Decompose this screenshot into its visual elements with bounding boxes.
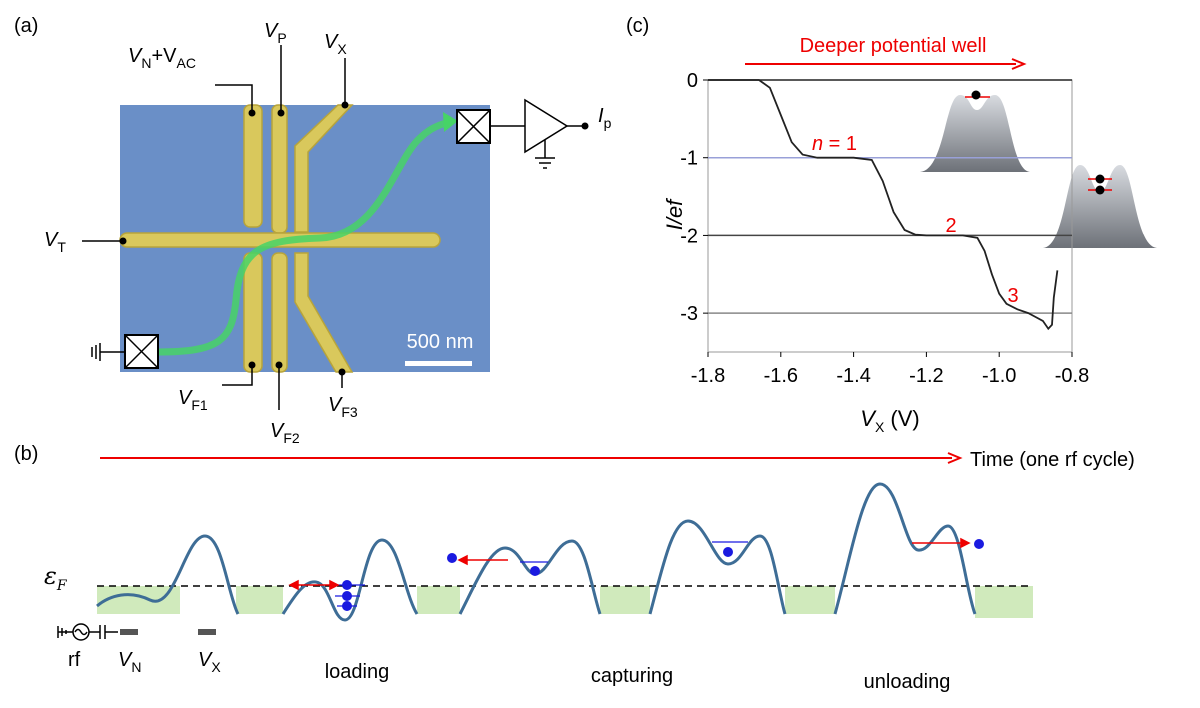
gate-label: VN xyxy=(118,649,141,675)
gate-label: VT xyxy=(44,229,66,255)
x-axis-label: VX (V) xyxy=(860,406,919,435)
gate-label: VF3 xyxy=(328,394,358,420)
arrow-head xyxy=(443,112,458,132)
gate-label: VP xyxy=(264,20,287,46)
terminal xyxy=(581,122,589,130)
x-tick-label: -0.8 xyxy=(1055,365,1089,387)
panel-c: (c) Deeper potential well I/ef VX (V) -3… xyxy=(626,15,1157,435)
y-axis-label: I/ef xyxy=(662,197,687,230)
panel-b: (b) Time (one rf cycle) εF xyxy=(14,443,1135,693)
gate xyxy=(271,104,288,234)
gate-label: VX xyxy=(198,649,221,675)
potential xyxy=(648,519,787,615)
stage-label: loading xyxy=(325,661,390,683)
arrow-head xyxy=(1011,58,1027,70)
potential xyxy=(96,534,240,615)
gate-bar xyxy=(120,629,138,635)
amplifier-wiring xyxy=(490,125,585,169)
rf-source xyxy=(57,623,118,641)
current-label: Ip xyxy=(598,105,612,131)
annotation: 3 xyxy=(1007,285,1018,307)
annotation: n = 1 xyxy=(812,133,857,155)
panel-label: (b) xyxy=(14,443,38,465)
stage-label: unloading xyxy=(864,671,951,693)
panel-label: (a) xyxy=(14,15,38,37)
gate-label: VF1 xyxy=(178,387,208,413)
lead-dots xyxy=(119,101,349,376)
gate xyxy=(294,104,354,233)
data-line xyxy=(708,79,1059,331)
y-tick-label: -1 xyxy=(680,148,698,170)
plot-frame xyxy=(707,79,1073,353)
chart-title: Deeper potential well xyxy=(800,35,987,57)
fermi-label: εF xyxy=(44,562,68,594)
rf-label: rf xyxy=(68,649,81,671)
annotation-part: = 1 xyxy=(823,133,857,155)
scale-bar xyxy=(405,361,472,366)
amplifier xyxy=(524,98,569,154)
inset-well xyxy=(920,90,1030,172)
panel-label: (c) xyxy=(626,15,649,37)
x-tick-label: -1.0 xyxy=(982,365,1016,387)
gate-bar xyxy=(198,629,216,635)
gate xyxy=(294,252,354,373)
gate xyxy=(243,252,263,373)
tunnel-arrows xyxy=(288,537,971,591)
contact xyxy=(124,334,159,369)
x-tick-label: -1.2 xyxy=(909,365,943,387)
y-tick-label: 0 xyxy=(687,70,698,92)
ground xyxy=(91,343,125,361)
gate-label: VX xyxy=(324,31,347,57)
stage-label: capturing xyxy=(591,665,673,687)
x-tick-label: -1.8 xyxy=(691,365,725,387)
leads xyxy=(82,45,346,410)
panel-a: (a) VN+VAC VP VX VT VF1 VF2 VF3 Ip 500 n… xyxy=(14,15,612,446)
annotation: 2 xyxy=(945,215,956,237)
time-label: Time (one rf cycle) xyxy=(970,449,1135,471)
fermi-sea xyxy=(97,586,1033,618)
potential xyxy=(281,538,419,622)
contact xyxy=(456,109,491,144)
arrow-head xyxy=(947,452,963,464)
x-tick-label: -1.6 xyxy=(764,365,798,387)
gate xyxy=(271,252,288,373)
potential xyxy=(458,539,602,615)
y-tick-label: -3 xyxy=(680,303,698,325)
scale-bar-label: 500 nm xyxy=(407,331,474,353)
electron-path xyxy=(157,118,451,356)
y-tick-label: -2 xyxy=(680,225,698,247)
x-tick-label: -1.4 xyxy=(836,365,870,387)
potential xyxy=(833,482,977,615)
gate xyxy=(243,104,263,228)
gate-label: VF2 xyxy=(270,420,300,446)
gate-label: VN+VAC xyxy=(128,45,196,71)
annotation-part: n xyxy=(812,133,823,155)
electrons xyxy=(335,539,984,611)
